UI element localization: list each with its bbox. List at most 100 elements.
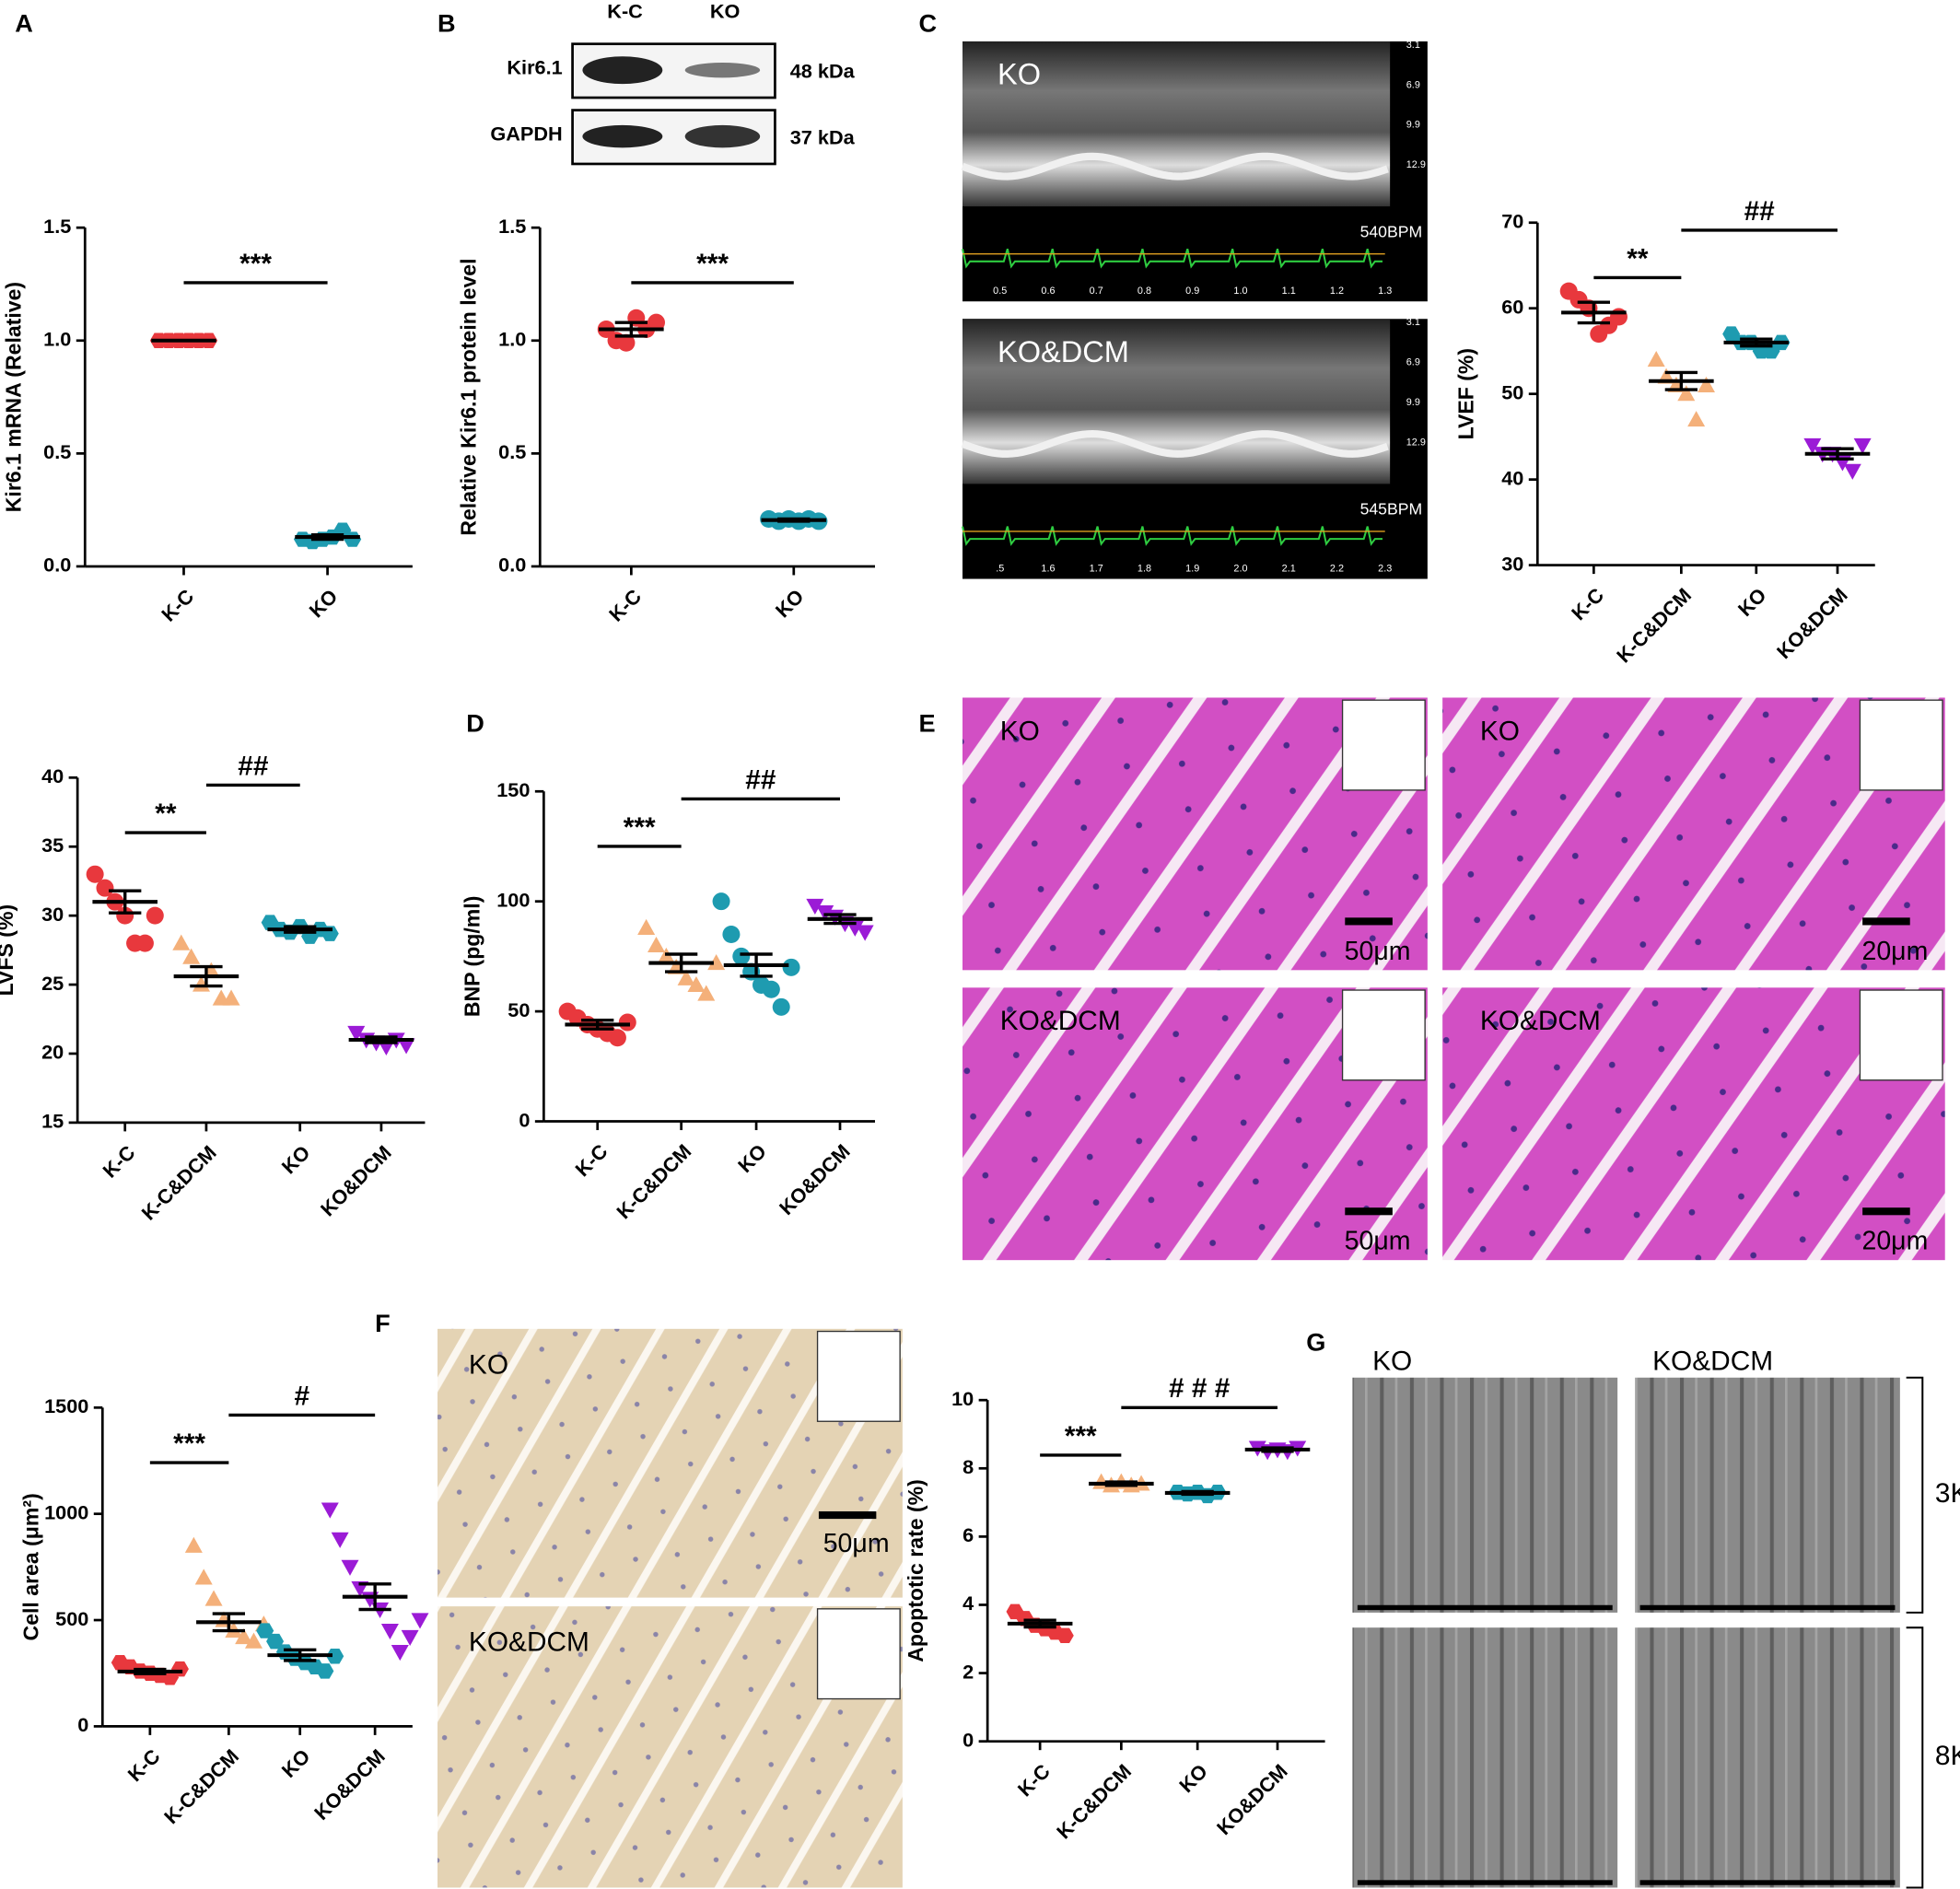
data-point xyxy=(1687,411,1706,427)
significance-label: *** xyxy=(624,812,656,843)
y-tick-label: 8 xyxy=(962,1455,974,1478)
x-tick-label: KO xyxy=(733,1139,771,1177)
y-tick-label: 6 xyxy=(962,1523,974,1546)
data-point xyxy=(856,925,874,941)
y-axis-label: Cell area (μm²) xyxy=(18,1493,42,1640)
data-point xyxy=(806,898,824,915)
echo-time-tick: 0.7 xyxy=(1090,286,1103,297)
y-axis-label: BNP (pg/ml) xyxy=(460,896,484,1018)
y-tick-label: 0 xyxy=(519,1108,530,1131)
x-tick-label: K-C xyxy=(98,1140,139,1182)
error-bar xyxy=(823,913,857,926)
x-tick-label: K-C xyxy=(604,585,646,626)
error-bar xyxy=(1740,337,1773,348)
blot-size-label: 37 kDa xyxy=(790,126,856,149)
data-point xyxy=(135,934,154,952)
data-point xyxy=(648,936,665,953)
x-tick-label: KO xyxy=(771,585,809,623)
scale-label: 50μm xyxy=(823,1529,890,1558)
x-tick-label: K-C xyxy=(123,1744,165,1786)
x-tick-label: KO&DCM xyxy=(775,1139,855,1219)
panel-letter: D xyxy=(466,708,484,737)
echo-depth-tick: 12.9 xyxy=(1406,437,1426,448)
error-bar xyxy=(109,889,142,915)
em-scale-strip xyxy=(1639,1880,1896,1885)
y-tick-label: 1.5 xyxy=(43,215,71,238)
data-point xyxy=(235,1627,253,1645)
significance-label: *** xyxy=(173,1428,205,1459)
data-point xyxy=(697,985,716,1001)
echo-label: KO&DCM xyxy=(998,335,1129,368)
ecg-trace xyxy=(962,526,1382,546)
em-scale-strip xyxy=(1357,1880,1613,1885)
echo-depth-tick: 3.1 xyxy=(1406,317,1420,328)
blot-row-label: GAPDH xyxy=(490,122,562,145)
echo-wall xyxy=(961,430,1389,458)
y-tick-label: 1000 xyxy=(44,1500,88,1523)
echo-label: KO xyxy=(998,58,1041,91)
data-point xyxy=(687,975,706,993)
data-point xyxy=(1853,437,1872,454)
em-column-label: KO&DCM xyxy=(1652,1346,1773,1376)
x-tick-label: K-C&DCM xyxy=(612,1139,695,1223)
data-point xyxy=(677,969,695,985)
scale-label: 50μm xyxy=(1345,937,1411,966)
significance-label: ** xyxy=(155,799,177,829)
histology-inset xyxy=(1341,699,1426,791)
data-point xyxy=(648,313,665,332)
x-tick-label: K-C&DCM xyxy=(159,1744,243,1828)
y-tick-label: 1.0 xyxy=(498,328,526,351)
data-point xyxy=(245,1632,262,1649)
echo-depth-tick: 6.9 xyxy=(1406,357,1420,368)
error-bar xyxy=(284,925,317,934)
x-tick-label: KO&DCM xyxy=(309,1744,390,1825)
significance-label: *** xyxy=(1065,1421,1097,1452)
x-tick-label: KO xyxy=(1733,583,1771,621)
y-tick-label: 70 xyxy=(1501,209,1523,232)
echo-wall xyxy=(961,152,1389,181)
histology-label: KO xyxy=(1000,716,1040,746)
echo-depth-tick: 9.9 xyxy=(1406,397,1420,408)
x-tick-label: K-C xyxy=(570,1139,612,1181)
y-tick-label: 0 xyxy=(77,1713,88,1736)
x-tick-label: K-C xyxy=(1567,583,1608,624)
y-tick-label: 0.5 xyxy=(43,440,71,463)
em-scale-strip xyxy=(1639,1604,1896,1611)
significance-label: # xyxy=(294,1381,309,1411)
error-bar xyxy=(581,1018,614,1031)
data-point xyxy=(772,997,790,1016)
y-tick-label: 50 xyxy=(508,998,530,1021)
scale-bar xyxy=(1345,1207,1393,1216)
em-image xyxy=(1635,1627,1900,1888)
ihc-inset xyxy=(816,1608,901,1700)
data-point xyxy=(397,1038,415,1055)
data-point xyxy=(608,1029,626,1047)
data-point xyxy=(204,1590,223,1606)
data-point xyxy=(782,958,800,976)
data-point xyxy=(411,1613,429,1629)
x-tick-label: K-C xyxy=(1013,1759,1055,1801)
y-tick-label: 30 xyxy=(1501,552,1523,575)
data-point xyxy=(326,1649,344,1664)
echo-time-tick: .5 xyxy=(996,564,1004,575)
panel-letter: A xyxy=(15,8,33,37)
scale-label: 20μm xyxy=(1862,937,1929,966)
x-tick-label: KO&DCM xyxy=(1772,583,1852,663)
error-bar xyxy=(284,1648,317,1662)
echo-time-tick: 2.1 xyxy=(1282,564,1296,575)
x-tick-label: K-C&DCM xyxy=(1052,1759,1136,1843)
error-bar xyxy=(1664,370,1698,391)
significance-label: ## xyxy=(745,764,776,795)
significance-label: # # # xyxy=(1169,1373,1231,1404)
error-bar xyxy=(1023,1618,1056,1629)
echo-bpm: 540BPM xyxy=(1360,222,1423,240)
data-point xyxy=(617,333,636,352)
echo-time-tick: 1.2 xyxy=(1330,286,1344,297)
y-tick-label: 10 xyxy=(951,1387,974,1410)
echo-time-tick: 0.5 xyxy=(993,286,1007,297)
data-point xyxy=(1698,376,1715,392)
data-point xyxy=(732,947,751,965)
error-bar xyxy=(1577,300,1610,325)
em-row-label: 3K xyxy=(1935,1478,1960,1509)
data-point xyxy=(256,1623,274,1638)
